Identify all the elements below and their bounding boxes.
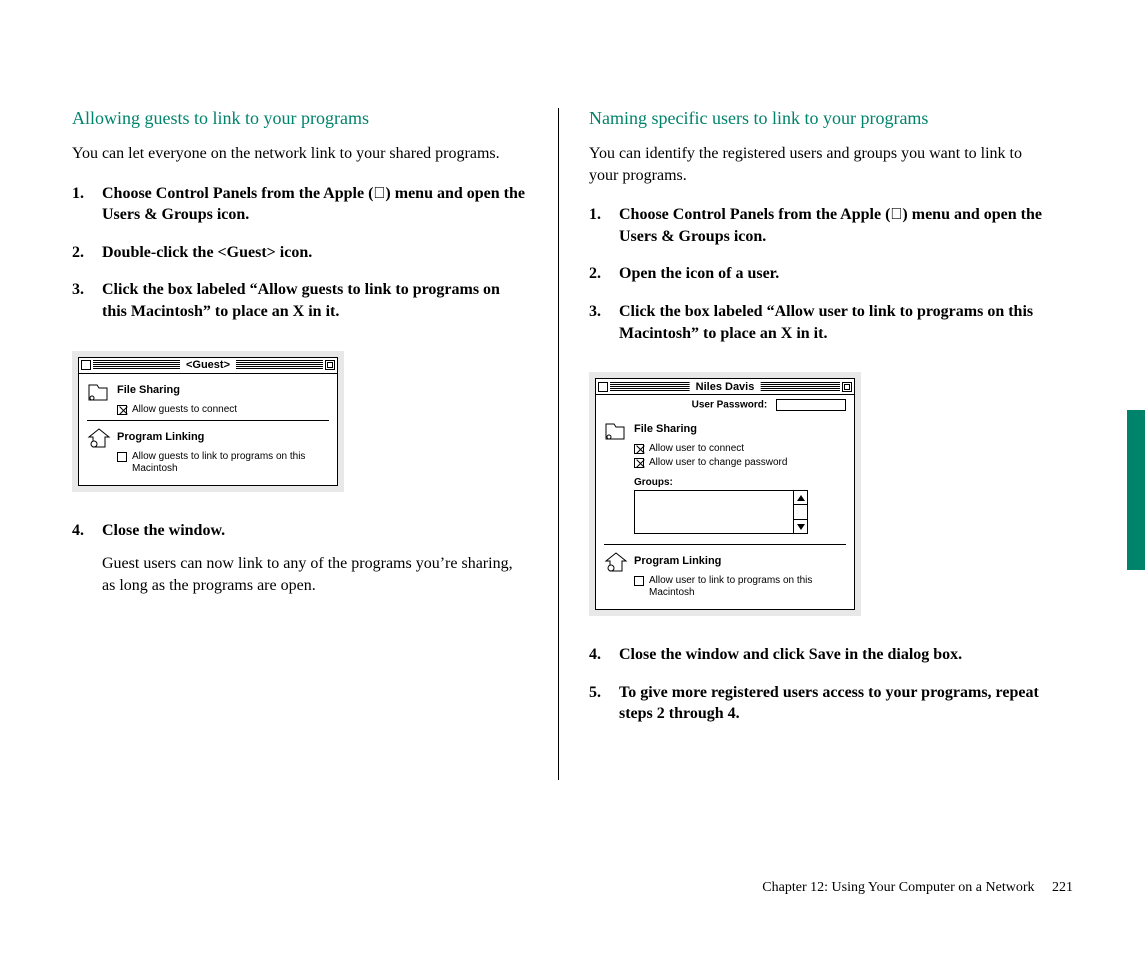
checkbox-icon[interactable] bbox=[634, 458, 644, 468]
password-row: User Password: bbox=[596, 395, 854, 419]
step-subtext: Guest users can now link to any of the p… bbox=[102, 553, 528, 596]
divider bbox=[87, 420, 329, 421]
guest-link-label: Allow guests to link to programs on this… bbox=[132, 451, 312, 475]
divider bbox=[604, 544, 846, 545]
folder-icon bbox=[87, 380, 111, 402]
page-number: 221 bbox=[1052, 880, 1073, 895]
left-intro: You can let everyone on the network link… bbox=[72, 143, 528, 165]
zoom-icon[interactable] bbox=[325, 360, 335, 370]
step-item: Double-click the <Guest> icon. bbox=[72, 242, 528, 264]
left-steps-2: Close the window.Guest users can now lin… bbox=[72, 520, 528, 597]
checkbox-icon[interactable] bbox=[634, 444, 644, 454]
page-body: Allowing guests to link to your programs… bbox=[0, 0, 1145, 840]
checkbox-icon[interactable] bbox=[634, 576, 644, 586]
guest-titlebar: <Guest> bbox=[79, 358, 337, 374]
right-steps-1: Choose Control Panels from the Apple ()… bbox=[589, 204, 1045, 344]
user-link-checkbox-row[interactable]: Allow user to link to programs on this M… bbox=[634, 575, 846, 599]
zoom-icon[interactable] bbox=[842, 382, 852, 392]
chapter-label: Chapter 12: Using Your Computer on a Net… bbox=[762, 880, 1034, 895]
file-sharing-section: File Sharing bbox=[87, 380, 329, 402]
step-item: Choose Control Panels from the Apple ()… bbox=[589, 204, 1045, 247]
page-footer: Chapter 12: Using Your Computer on a Net… bbox=[762, 880, 1073, 896]
step-item: Choose Control Panels from the Apple ()… bbox=[72, 183, 528, 226]
guest-window: <Guest> File Sharing Allow guests to con… bbox=[78, 357, 338, 486]
groups-label: Groups: bbox=[634, 477, 846, 488]
thumb-tab bbox=[1127, 410, 1145, 570]
guest-connect-checkbox-row[interactable]: Allow guests to connect bbox=[117, 404, 329, 416]
step-item: Close the window.Guest users can now lin… bbox=[72, 520, 528, 597]
guest-dialog-frame: <Guest> File Sharing Allow guests to con… bbox=[72, 351, 344, 492]
right-steps-2: Close the window and click Save in the d… bbox=[589, 644, 1045, 725]
file-sharing-section: File Sharing bbox=[604, 419, 846, 441]
folder-icon bbox=[604, 419, 628, 441]
right-heading: Naming specific users to link to your pr… bbox=[589, 108, 1045, 129]
password-field[interactable] bbox=[776, 399, 846, 411]
groups-listbox[interactable] bbox=[634, 490, 846, 534]
step-item: To give more registered users access to … bbox=[589, 682, 1045, 725]
checkbox-icon[interactable] bbox=[117, 452, 127, 462]
scroll-track[interactable] bbox=[794, 505, 807, 519]
guest-window-title: <Guest> bbox=[180, 359, 236, 371]
checkbox-icon[interactable] bbox=[117, 405, 127, 415]
scroll-down-icon[interactable] bbox=[794, 519, 807, 533]
right-intro: You can identify the registered users an… bbox=[589, 143, 1045, 186]
program-linking-section: Program Linking bbox=[87, 427, 329, 449]
program-linking-label: Program Linking bbox=[117, 427, 204, 443]
program-linking-icon bbox=[87, 427, 111, 449]
program-linking-section: Program Linking bbox=[604, 551, 846, 573]
step-item: Click the box labeled “Allow guests to l… bbox=[72, 279, 528, 322]
step-item: Close the window and click Save in the d… bbox=[589, 644, 1045, 666]
program-linking-label: Program Linking bbox=[634, 551, 721, 567]
scroll-up-icon[interactable] bbox=[794, 491, 807, 505]
user-dialog-frame: Niles Davis User Password: File Sharing … bbox=[589, 372, 861, 616]
left-column: Allowing guests to link to your programs… bbox=[72, 108, 558, 780]
left-steps-1: Choose Control Panels from the Apple ()… bbox=[72, 183, 528, 323]
step-item: Click the box labeled “Allow user to lin… bbox=[589, 301, 1045, 344]
guest-link-checkbox-row[interactable]: Allow guests to link to programs on this… bbox=[117, 451, 329, 475]
file-sharing-label: File Sharing bbox=[117, 380, 180, 396]
user-titlebar: Niles Davis bbox=[596, 379, 854, 395]
right-column: Naming specific users to link to your pr… bbox=[558, 108, 1085, 780]
user-window-title: Niles Davis bbox=[690, 381, 761, 393]
user-link-label: Allow user to link to programs on this M… bbox=[649, 575, 829, 599]
program-linking-icon bbox=[604, 551, 628, 573]
user-fs-checkbox-row[interactable]: Allow user to connect bbox=[634, 443, 846, 455]
close-icon[interactable] bbox=[598, 382, 608, 392]
left-heading: Allowing guests to link to your programs bbox=[72, 108, 528, 129]
guest-connect-label: Allow guests to connect bbox=[132, 404, 237, 416]
checkbox-label: Allow user to change password bbox=[649, 457, 787, 469]
file-sharing-label: File Sharing bbox=[634, 419, 697, 435]
checkbox-label: Allow user to connect bbox=[649, 443, 744, 455]
user-fs-checkbox-row[interactable]: Allow user to change password bbox=[634, 457, 846, 469]
step-item: Open the icon of a user. bbox=[589, 263, 1045, 285]
close-icon[interactable] bbox=[81, 360, 91, 370]
user-window: Niles Davis User Password: File Sharing … bbox=[595, 378, 855, 610]
groups-scrollbar[interactable] bbox=[794, 490, 808, 534]
groups-list[interactable] bbox=[634, 490, 794, 534]
password-label: User Password: bbox=[692, 400, 768, 411]
